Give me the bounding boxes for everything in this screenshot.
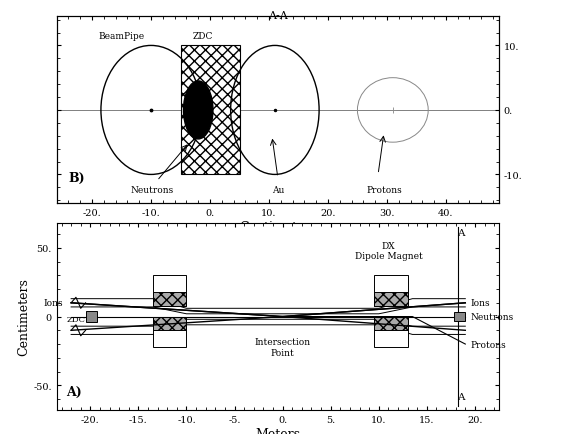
Bar <box>374 292 408 306</box>
Text: A-A: A-A <box>268 11 287 21</box>
Text: DX
Dipole Magnet: DX Dipole Magnet <box>354 241 422 261</box>
Text: Neutrons: Neutrons <box>470 312 513 321</box>
Bar <box>454 313 466 321</box>
Bar <box>153 317 187 347</box>
Text: Ions: Ions <box>470 299 490 308</box>
Bar <box>153 276 187 306</box>
Text: Ions: Ions <box>44 299 64 308</box>
Text: ZDC: ZDC <box>192 32 213 41</box>
Text: Neutrons: Neutrons <box>130 186 174 195</box>
Text: ZDC: ZDC <box>66 316 85 324</box>
X-axis label: Centimeters: Centimeters <box>239 220 317 233</box>
Y-axis label: Centimeters: Centimeters <box>18 278 31 356</box>
Bar <box>374 317 408 347</box>
Bar <box>180 46 239 175</box>
Text: BeamPipe: BeamPipe <box>98 32 144 41</box>
Text: B): B) <box>69 171 85 184</box>
Bar <box>153 317 187 331</box>
Text: A: A <box>457 392 464 401</box>
X-axis label: Meters: Meters <box>255 427 301 434</box>
Text: Protons: Protons <box>366 186 402 195</box>
Bar <box>153 292 187 306</box>
Text: Intersection
Point: Intersection Point <box>255 337 311 357</box>
Ellipse shape <box>184 82 213 140</box>
Bar <box>374 276 408 306</box>
Bar <box>86 311 97 322</box>
Text: A: A <box>457 229 464 238</box>
Text: Au: Au <box>272 186 284 195</box>
Bar <box>374 317 408 331</box>
Text: Protons: Protons <box>470 340 506 349</box>
Text: A): A) <box>66 385 82 398</box>
